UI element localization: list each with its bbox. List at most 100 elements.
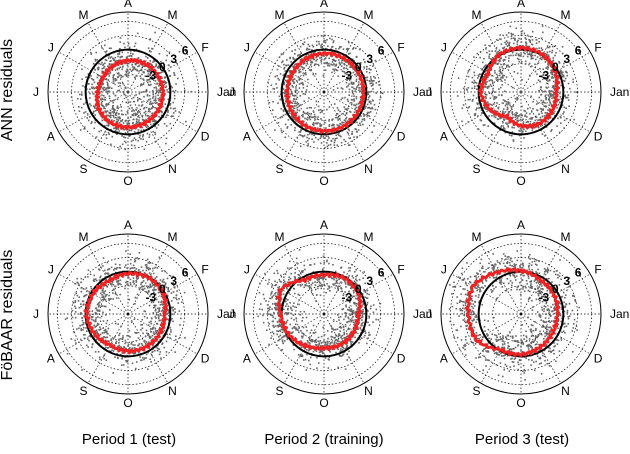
residual-point: [565, 96, 568, 99]
radial-tick-label: 3: [563, 52, 570, 66]
residual-point: [324, 41, 327, 44]
residual-point: [338, 59, 340, 61]
residual-point: [149, 337, 151, 340]
residual-point: [555, 339, 558, 341]
residual-point: [563, 127, 565, 129]
residual-point: [124, 132, 127, 134]
residual-point: [334, 341, 336, 344]
residual-point: [94, 121, 96, 124]
residual-point: [339, 350, 342, 353]
residual-point: [514, 279, 517, 281]
residual-point: [563, 86, 566, 89]
residual-point: [347, 328, 349, 331]
residual-point: [507, 102, 510, 105]
residual-point: [115, 79, 118, 81]
residual-point: [292, 118, 295, 121]
residual-point: [557, 103, 560, 106]
residual-point: [362, 113, 365, 115]
residual-point: [541, 109, 544, 111]
residual-point: [353, 82, 355, 85]
residual-point: [355, 88, 357, 90]
residual-point: [303, 311, 306, 313]
residual-point: [143, 65, 146, 68]
residual-point: [550, 95, 552, 98]
residual-point: [85, 290, 88, 293]
residual-point: [369, 76, 372, 78]
residual-point: [94, 326, 96, 328]
residual-point: [149, 262, 152, 264]
residual-point: [118, 51, 121, 54]
residual-point: [367, 321, 369, 324]
residual-point: [305, 348, 308, 351]
residual-point: [520, 91, 522, 93]
residual-point: [552, 77, 555, 79]
residual-point: [131, 69, 134, 71]
residual-point: [144, 335, 147, 338]
residual-point: [467, 70, 470, 72]
residual-point: [148, 69, 151, 72]
residual-point: [351, 90, 354, 93]
residual-point: [457, 77, 460, 79]
angular-gridline: [451, 91, 522, 133]
residual-point: [524, 60, 527, 63]
residual-point: [304, 358, 307, 361]
residual-point: [126, 112, 129, 114]
residual-point: [565, 107, 567, 109]
residual-point: [128, 135, 130, 137]
residual-point: [463, 344, 465, 347]
residual-point: [318, 277, 321, 280]
residual-point: [553, 342, 555, 344]
residual-point: [511, 265, 513, 267]
residual-point: [82, 288, 85, 290]
residual-point: [336, 340, 339, 342]
residual-point: [262, 314, 264, 317]
residual-point: [566, 74, 569, 77]
residual-point: [483, 75, 485, 78]
residual-point: [160, 321, 163, 324]
residual-point: [302, 42, 304, 45]
residual-point: [503, 119, 505, 121]
residual-point: [139, 75, 142, 77]
residual-point: [302, 277, 305, 279]
residual-point: [367, 91, 369, 94]
residual-point: [105, 59, 108, 62]
residual-point: [352, 47, 355, 49]
residual-point: [143, 310, 146, 312]
residual-point: [172, 320, 174, 323]
residual-point: [478, 73, 481, 75]
residual-point: [345, 333, 348, 335]
residual-point: [353, 301, 355, 304]
residual-point: [531, 111, 533, 113]
residual-point: [360, 115, 362, 117]
residual-point: [280, 274, 282, 277]
residual-point: [526, 34, 529, 37]
residual-point: [285, 334, 287, 336]
month-label: A: [440, 130, 448, 144]
residual-point: [505, 40, 508, 42]
residual-point: [285, 298, 288, 300]
residual-point: [90, 300, 92, 302]
residual-point: [160, 310, 163, 313]
residual-point: [495, 364, 498, 366]
residual-point: [85, 344, 88, 347]
residual-point: [74, 311, 77, 313]
residual-point: [148, 94, 151, 97]
residual-point: [159, 91, 162, 94]
residual-point: [471, 313, 473, 316]
residual-point: [120, 346, 122, 348]
residual-point: [149, 77, 151, 80]
residual-point: [277, 339, 280, 342]
residual-point: [332, 263, 334, 266]
residual-point: [344, 315, 347, 318]
residual-point: [312, 116, 314, 119]
residual-point: [296, 54, 299, 57]
residual-point: [305, 64, 308, 67]
residual-point: [473, 312, 475, 315]
residual-point: [117, 72, 120, 74]
residual-point: [103, 298, 106, 301]
month-label: S: [79, 162, 87, 176]
residual-point: [334, 270, 337, 273]
residual-point: [77, 299, 80, 302]
residual-point: [545, 114, 548, 116]
residual-point: [548, 90, 550, 93]
